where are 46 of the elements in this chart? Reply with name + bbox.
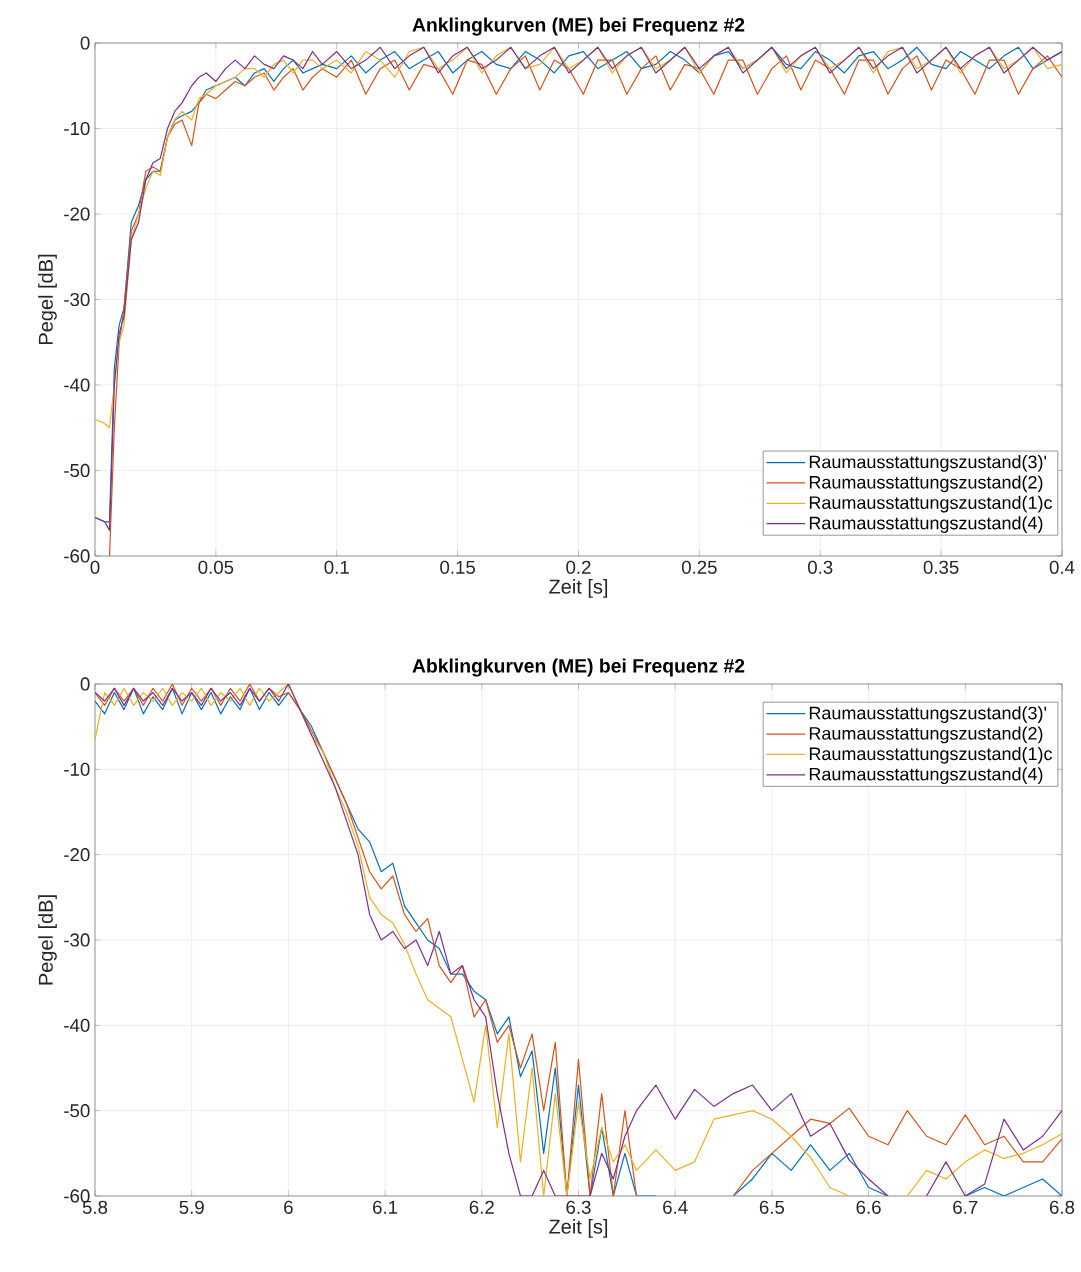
legend-label: Raumausstattungszustand(4) [809,767,1043,785]
x-tick-label: 0.2 [566,560,591,574]
y-tick-label: -10 [64,121,90,136]
legend-label: Raumausstattungszustand(2) [809,475,1043,493]
y-axis-title: Pegel [dB] [38,895,57,985]
legend-label: Raumausstattungszustand(1)c [809,746,1053,764]
x-tick-label: 0.15 [440,560,475,574]
x-tick-label: 0.25 [681,560,717,574]
x-tick-label: 6.6 [856,1200,881,1214]
legend-label: Raumausstattungszustand(2) [809,726,1043,744]
y-tick-label: -60 [64,549,90,563]
y-tick-label: -40 [64,378,90,392]
x-tick-label: 0 [90,560,100,574]
x-tick-label: 6.5 [759,1200,785,1214]
y-axis-title: Pegel [dB] [38,254,57,345]
x-tick-label: 6.2 [469,1200,494,1214]
x-tick-label: 5.9 [179,1200,204,1214]
x-tick-label: 6.3 [566,1200,591,1214]
legend-label: Raumausstattungszustand(4) [809,516,1043,533]
y-tick-label: -50 [64,1104,90,1118]
x-axis-title: Zeit [s] [549,1219,608,1238]
y-tick-label: 0 [80,677,90,691]
y-tick-label: -20 [64,848,90,862]
y-tick-label: -50 [64,463,90,478]
legend-label: Raumausstattungszustand(3)' [809,706,1047,723]
x-tick-label: 0.4 [1049,560,1075,574]
x-tick-label: 0.35 [923,560,959,574]
legend-label: Raumausstattungszustand(1)c [809,495,1053,513]
x-axis-title: Zeit [s] [549,579,608,598]
legend-label: Raumausstattungszustand(3)' [809,455,1047,472]
x-tick-label: 6 [284,1200,293,1214]
x-tick-label: 0.1 [324,560,349,574]
y-tick-label: -20 [64,207,90,221]
y-tick-label: -30 [64,292,90,307]
y-tick-label: 0 [80,36,90,50]
y-tick-label: -40 [64,1018,90,1032]
x-tick-label: 6.7 [953,1200,978,1214]
x-tick-label: 0.3 [808,560,833,574]
chart-title: Abklingkurven (ME) bei Frequenz #2 [412,658,745,677]
x-tick-label: 0.05 [198,560,234,574]
y-tick-label: -10 [64,762,90,776]
x-tick-label: 6.4 [663,1200,688,1214]
x-tick-label: 6.1 [373,1200,398,1214]
x-tick-label: 6.8 [1049,1200,1075,1214]
chart-title: Anklingkurven (ME) bei Frequenz #2 [412,17,745,36]
y-tick-label: -30 [64,933,90,947]
